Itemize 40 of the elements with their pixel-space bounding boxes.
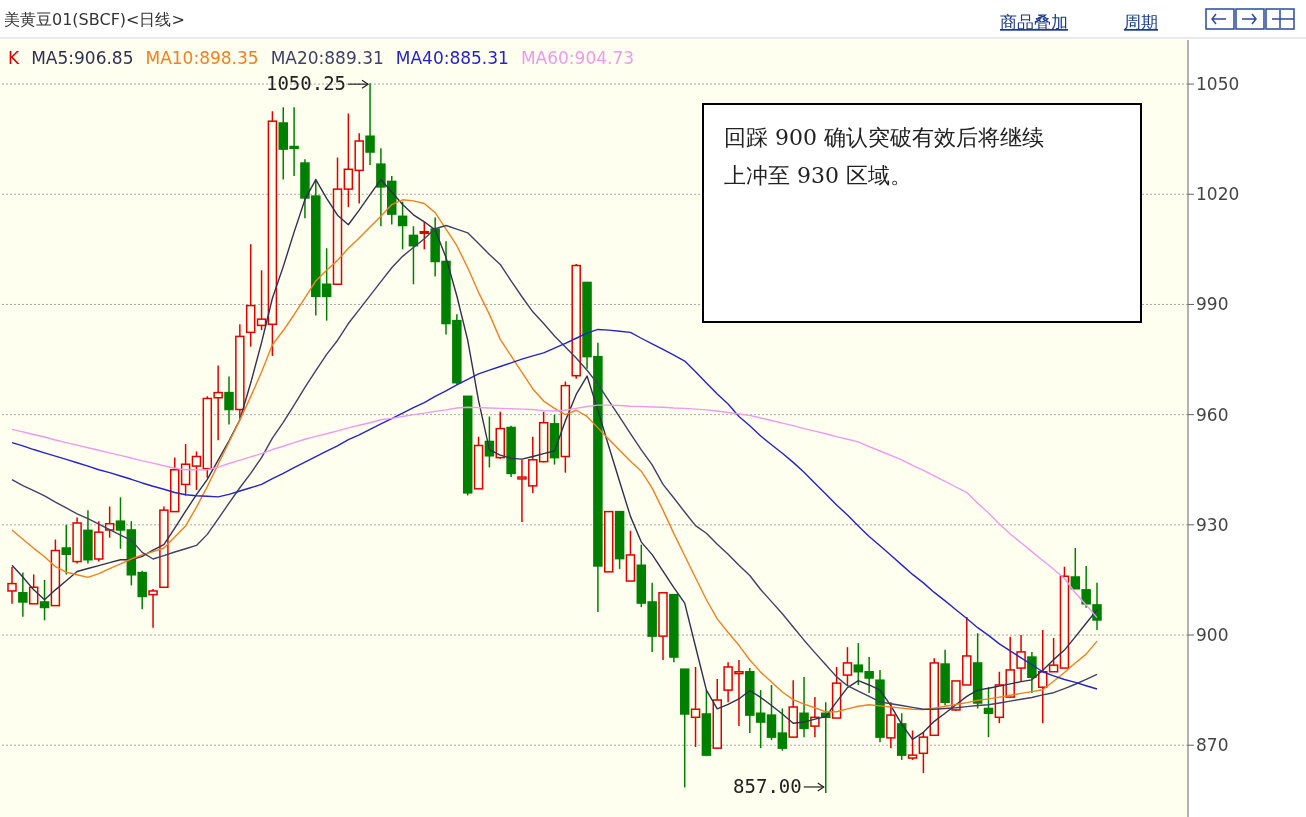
candlestick xyxy=(365,82,375,166)
candlestick xyxy=(777,707,788,752)
y-tick-label: 900 xyxy=(1196,625,1229,646)
candlestick xyxy=(918,731,929,774)
candlestick xyxy=(907,729,918,761)
candlestick xyxy=(1070,547,1081,590)
candlestick xyxy=(61,524,71,576)
candlestick xyxy=(115,496,126,550)
candlestick xyxy=(690,666,701,748)
y-tick-label: 960 xyxy=(1196,404,1229,425)
y-tick-label: 990 xyxy=(1196,294,1229,315)
y-tick-label: 870 xyxy=(1196,735,1229,756)
candlestick xyxy=(397,200,408,251)
candlestick xyxy=(799,676,809,738)
candlestick xyxy=(224,375,234,426)
candlestick xyxy=(983,686,994,738)
annotation: 857.00 xyxy=(733,774,802,797)
annotation: 1050.25 xyxy=(265,72,347,95)
y-tick-label: 1050 xyxy=(1196,74,1240,95)
candlestick xyxy=(39,579,50,622)
candlestick xyxy=(7,566,17,605)
candlestick xyxy=(842,646,853,686)
y-tick-label: 1020 xyxy=(1196,184,1240,205)
candlestick xyxy=(766,684,777,741)
annotation: 回踩 900 确认突破有效后将继续上冲至 930 区域。 xyxy=(723,124,1045,190)
candlestick xyxy=(213,364,223,442)
candlestick xyxy=(810,696,820,738)
candlestick xyxy=(148,588,158,629)
text: 商品叠加 xyxy=(1000,12,1068,32)
candlestick xyxy=(256,269,267,331)
candlestick xyxy=(1016,634,1026,683)
text: 周期 xyxy=(1124,12,1158,32)
candlestick xyxy=(1027,651,1037,694)
chart-title: 美黄豆01(SBCF)<日线> xyxy=(4,10,185,29)
candlestick xyxy=(18,571,28,618)
candlestick xyxy=(419,221,430,251)
legend: K MA5:906.85 MA10:898.35 MA20:889.31 MA40:885.31 MA60:904.73 xyxy=(8,48,635,68)
candlestick xyxy=(191,450,202,491)
y-tick-label: 930 xyxy=(1196,514,1229,535)
candlestick xyxy=(886,701,896,749)
